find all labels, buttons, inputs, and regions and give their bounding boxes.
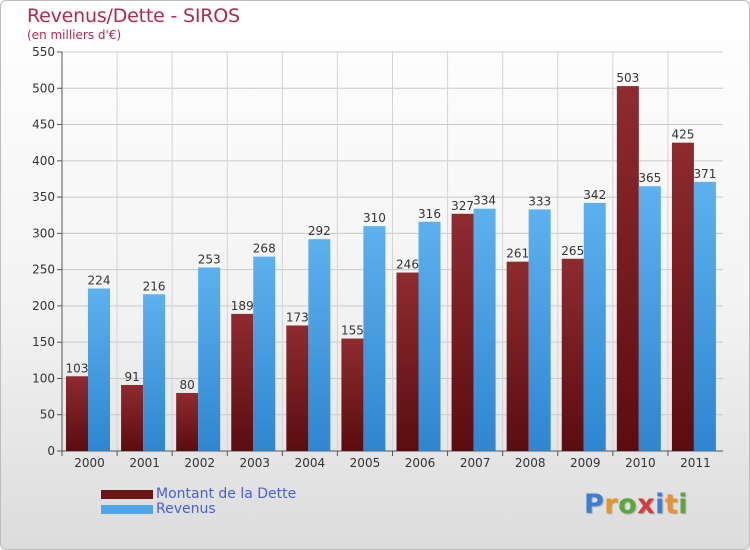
x-tick-label: 2005 [350, 456, 381, 470]
axes: 0 50 100 150 200 250 300 350 400 450 500 550 2000 200… [32, 45, 723, 470]
y-tick-label: 300 [32, 226, 55, 240]
y-tick-label: 550 [32, 45, 55, 59]
data-label: 292 [308, 224, 331, 238]
logo-letter: o [618, 489, 638, 520]
logo-letter: t [664, 489, 679, 520]
bar-revenus [253, 256, 276, 451]
bar-revenus [143, 294, 166, 451]
x-tick-label: 2004 [295, 456, 326, 470]
bar-revenus [308, 239, 331, 451]
legend-label-revenus: Revenus [156, 501, 216, 517]
data-label: 365 [638, 171, 661, 185]
x-tick-label: 2000 [74, 456, 105, 470]
legend-swatch-revenus [101, 505, 153, 514]
y-tick-label: 400 [32, 154, 55, 168]
data-label: 261 [506, 247, 529, 261]
x-tick-label: 2006 [405, 456, 436, 470]
data-label: 333 [528, 194, 551, 208]
proxiti-logo: Proxiti [584, 489, 688, 520]
legend-swatch-debt [101, 490, 153, 499]
x-tick-label: 2008 [515, 456, 546, 470]
x-tick-label: 2010 [625, 456, 656, 470]
x-tick-label: 2003 [240, 456, 271, 470]
bar-revenus [473, 208, 496, 451]
chart-title: Revenus/Dette - SIROS [27, 5, 240, 27]
data-label: 91 [124, 370, 139, 384]
y-tick-label: 0 [47, 444, 55, 458]
data-label: 173 [286, 310, 309, 324]
legend-label-debt: Montant de la Dette [156, 486, 297, 502]
data-label: 80 [180, 378, 195, 392]
data-label: 334 [473, 194, 496, 208]
data-label: 155 [341, 324, 364, 338]
x-tick-label: 2007 [460, 456, 491, 470]
bar-debt [66, 376, 88, 451]
data-label: 371 [693, 167, 716, 181]
y-tick-label: 250 [32, 263, 55, 277]
bar-revenus [418, 221, 441, 451]
data-label: 246 [396, 258, 419, 272]
data-label: 189 [231, 299, 254, 313]
x-tick-label: 2002 [184, 456, 215, 470]
logo-letter: x [637, 489, 656, 520]
bar-revenus [583, 202, 606, 451]
x-tick-label: 2009 [570, 456, 601, 470]
y-tick-label: 50 [40, 408, 55, 422]
logo-letter: P [584, 489, 605, 520]
y-tick-label: 450 [32, 118, 55, 132]
bar-debt [396, 272, 419, 451]
grid-lines [62, 51, 723, 452]
bar-revenus [693, 181, 716, 451]
bar-revenus [528, 209, 551, 451]
data-label: 224 [88, 273, 111, 287]
bar-revenus [88, 288, 110, 451]
data-label: 216 [143, 279, 166, 293]
data-label: 310 [363, 211, 386, 225]
y-tick-label: 350 [32, 190, 55, 204]
data-label: 268 [253, 242, 276, 256]
bar-debt [561, 258, 584, 451]
bar-debt [231, 313, 254, 451]
data-label: 342 [583, 188, 606, 202]
data-label: 103 [66, 361, 89, 375]
bar-debt [286, 325, 309, 451]
bar-debt [616, 86, 639, 451]
bar-debt [451, 213, 474, 451]
y-tick-label: 100 [32, 371, 55, 385]
bar-revenus [638, 186, 661, 451]
x-tick-label: 2001 [129, 456, 160, 470]
chart-subtitle: (en milliers d'€) [27, 28, 122, 42]
logo-letter: i [678, 489, 689, 520]
logo-letter: i [655, 489, 665, 520]
y-tick-label: 500 [32, 81, 55, 95]
bars [66, 86, 716, 451]
data-label: 425 [671, 128, 694, 142]
bar-debt [121, 384, 144, 451]
bar-revenus [198, 267, 221, 451]
bar-debt [671, 142, 694, 451]
y-tick-label: 150 [32, 335, 55, 349]
data-label: 503 [616, 71, 639, 85]
data-label: 253 [198, 252, 221, 266]
data-label: 316 [418, 207, 441, 221]
bar-debt [341, 338, 364, 451]
logo-letter: r [604, 489, 619, 520]
data-label: 265 [561, 244, 584, 258]
bar-debt [506, 261, 529, 451]
data-labels: 103 224 91 216 80 253 189 268 173 292 155 310 246 316… [66, 71, 717, 392]
bar-debt [176, 392, 199, 451]
data-label: 327 [451, 199, 474, 213]
bar-revenus [363, 226, 386, 451]
y-tick-label: 200 [32, 299, 55, 313]
x-tick-label: 2011 [680, 456, 711, 470]
